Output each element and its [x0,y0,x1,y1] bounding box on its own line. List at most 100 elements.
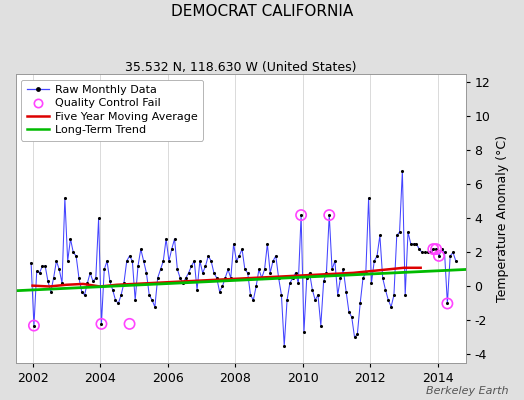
Point [151,304,159,310]
Point [392,232,401,239]
Point [435,253,443,259]
Point [300,329,308,336]
Point [221,275,230,281]
Point [215,288,224,295]
Point [94,215,103,222]
Point [125,253,134,259]
Point [52,258,61,264]
Point [137,246,145,252]
Point [367,280,376,286]
Point [305,270,314,276]
Point [193,287,201,293]
Point [176,275,184,281]
Point [429,246,438,252]
Point [362,270,370,276]
Point [108,287,117,293]
Point [92,275,100,281]
Point [432,246,440,252]
Point [289,275,297,281]
Point [69,249,78,256]
Point [184,270,193,276]
Point [230,241,238,247]
Point [311,297,319,303]
Point [83,280,92,286]
Point [283,297,291,303]
Point [142,270,150,276]
Point [336,275,345,281]
Point [356,300,364,307]
Point [347,314,356,320]
Point [325,212,333,218]
Point [80,292,89,298]
Point [328,266,336,273]
Point [195,258,204,264]
Point [260,266,269,273]
Point [427,249,435,256]
Point [210,270,218,276]
Point [440,249,449,256]
Point [173,266,182,273]
Point [58,280,66,286]
Point [213,275,221,281]
Point [308,287,316,293]
Point [387,304,395,310]
Point [224,266,232,273]
Point [41,263,49,269]
Point [154,275,162,281]
Point [32,268,41,274]
Point [232,258,241,264]
Point [359,275,367,281]
Point [384,297,392,303]
Point [100,266,108,273]
Point [412,241,421,247]
Point [325,212,333,218]
Point [342,288,351,295]
Point [302,275,311,281]
Point [373,253,381,259]
Point [401,292,409,298]
Text: DEMOCRAT CALIFORNIA: DEMOCRAT CALIFORNIA [171,4,353,19]
Point [378,275,387,281]
Point [381,287,390,293]
Point [117,292,125,298]
Point [449,249,457,256]
Point [314,292,322,298]
Point [125,321,134,327]
Point [207,258,215,264]
Point [297,212,305,218]
Point [97,321,106,327]
Point [364,195,373,201]
Point [258,275,266,281]
Point [201,263,210,269]
Point [280,343,288,349]
Point [156,266,165,273]
Point [47,288,55,295]
Point [139,258,148,264]
Point [320,278,328,284]
Point [418,249,426,256]
Point [49,275,58,281]
Point [106,278,114,284]
Point [27,260,35,266]
Point [238,246,246,252]
Point [182,275,190,281]
Point [165,258,173,264]
Point [103,258,111,264]
Point [75,275,83,281]
Point [421,249,429,256]
Point [396,229,404,235]
Point [170,236,179,242]
Point [263,241,271,247]
Text: Berkeley Earth: Berkeley Earth [426,386,508,396]
Point [452,258,460,264]
Point [226,275,235,281]
Point [63,258,72,264]
Point [148,297,156,303]
Point [114,300,123,307]
Y-axis label: Temperature Anomaly (°C): Temperature Anomaly (°C) [496,135,509,302]
Point [30,322,38,329]
Point [111,297,119,303]
Point [291,270,300,276]
Point [187,263,195,269]
Point [67,236,75,242]
